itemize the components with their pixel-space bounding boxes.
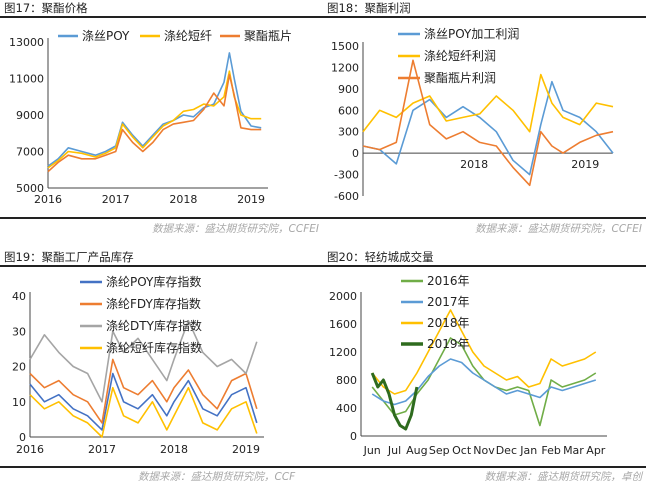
title-rule — [323, 265, 646, 267]
y-tick-label: 20 — [12, 361, 26, 374]
x-tick-label: 2019 — [571, 158, 599, 171]
legend-label: 2019年 — [427, 337, 470, 351]
bottom-rule — [323, 217, 646, 219]
legend-label: 涤纶短纤 — [164, 29, 212, 43]
chart-polyester-profit: 1500 1200 900 600 300 0 -300 -600 2018 2019 涤丝POY加… — [331, 27, 614, 203]
x-tick-label: Aug — [406, 444, 427, 457]
y-tick-label: 600 — [338, 104, 359, 117]
series-line-1 — [362, 73, 614, 133]
panel-polyester-profit: 图18：聚酯利润 1500 1200 900 600 300 0 -300 -600 2018 2… — [323, 0, 646, 242]
y-tick-label: 1600 — [329, 318, 357, 331]
y-tick-label: 0 — [19, 431, 26, 444]
x-tick-label: Apr — [586, 444, 606, 457]
legend-label: 2018年 — [427, 316, 470, 330]
series-line-1 — [29, 358, 258, 424]
title-rule — [323, 16, 646, 18]
x-tick-label: Jun — [363, 444, 381, 457]
legend-label: 涤纶DTY库存指数 — [106, 318, 202, 333]
x-tick-label: Jul — [387, 444, 401, 457]
x-tick-label: Sep — [429, 444, 450, 457]
bottom-rule — [0, 466, 323, 468]
legend-label: 2016年 — [427, 274, 470, 288]
chart-title: 图19：聚酯工厂产品库存 — [4, 250, 134, 264]
y-tick-label: 40 — [12, 290, 26, 303]
series-line-3 — [370, 372, 419, 431]
bottom-rule — [0, 217, 323, 219]
data-source: 数据来源：盛达期货研究院，CCFEI — [152, 223, 319, 235]
y-tick-label: 11000 — [9, 73, 44, 86]
panel-polyester-price: 图17：聚酯价格 13000 11000 9000 7000 5000 2016 2017 2… — [0, 0, 323, 242]
x-tick-label: 2016 — [16, 443, 44, 456]
y-tick-label: 13000 — [9, 36, 44, 49]
bottom-rule — [323, 466, 646, 468]
x-tick-label: 2018 — [460, 158, 488, 171]
series-line-0 — [47, 52, 262, 167]
y-tick-label: 800 — [336, 374, 357, 387]
y-tick-label: 7000 — [16, 146, 44, 159]
x-tick-label: 2017 — [88, 443, 116, 456]
y-tick-label: 30 — [12, 325, 26, 338]
data-source: 数据来源：盛达期货研究院，CCF — [138, 471, 296, 483]
x-tick-label: 2018 — [160, 443, 188, 456]
data-source: 数据来源：盛达期货研究院，卓创 — [484, 471, 643, 483]
x-tick-label: Jan — [519, 444, 537, 457]
panel-factory-inventory: 图19：聚酯工厂产品库存 40 30 20 10 0 2016 2017 2018 2019 涤纶… — [0, 246, 323, 485]
x-tick-label: 2017 — [102, 193, 130, 206]
series-line-2 — [362, 59, 614, 187]
y-tick-label: 2000 — [329, 290, 357, 303]
legend-label: 涤纶短纤利润 — [424, 49, 496, 63]
legend-label: 涤丝POY — [82, 29, 130, 43]
series-line-0 — [362, 80, 614, 176]
y-tick-label: 5000 — [16, 182, 44, 195]
y-tick-label: 10 — [12, 396, 26, 409]
chart-title: 图20：轻纺城成交量 — [327, 250, 434, 264]
y-tick-label: 0 — [350, 430, 357, 443]
x-tick-label: Nov — [473, 444, 495, 457]
x-tick-label: Dec — [496, 444, 517, 457]
chart-textile-city-volume: 2000 1600 1200 800 400 0 Jun Jul Aug Sep Oct Nov Dec… — [329, 274, 607, 457]
y-tick-label: -600 — [334, 190, 359, 203]
legend-label: 涤纶POY库存指数 — [106, 274, 201, 289]
y-tick-label: 9000 — [16, 109, 44, 122]
title-rule — [0, 16, 323, 18]
chart-title: 图17：聚酯价格 — [4, 1, 88, 15]
title-rule — [0, 265, 323, 267]
legend-label: 涤纶FDY库存指数 — [106, 296, 201, 311]
y-tick-label: 1200 — [331, 61, 359, 74]
legend-label: 2017年 — [427, 295, 470, 309]
series-line-0 — [29, 372, 258, 431]
legend-label: 聚酯瓶片利润 — [424, 71, 496, 85]
x-tick-label: 2016 — [34, 193, 62, 206]
series-line-3 — [29, 386, 258, 438]
series-line-0 — [371, 337, 597, 427]
y-tick-label: 300 — [338, 126, 359, 139]
legend-label: 涤丝POY加工利润 — [424, 27, 519, 41]
series-line-2 — [29, 319, 258, 403]
y-tick-label: 0 — [352, 147, 359, 160]
y-tick-label: 1500 — [331, 40, 359, 53]
series-line-1 — [47, 70, 262, 169]
x-tick-label: 2019 — [232, 443, 260, 456]
series-line-1 — [371, 358, 597, 406]
x-tick-label: Mar — [563, 444, 584, 457]
chart-title: 图18：聚酯利润 — [327, 1, 411, 15]
panel-textile-city-volume: 图20：轻纺城成交量 2000 1600 1200 800 400 0 Jun Jul Aug S… — [323, 246, 646, 485]
x-tick-label: 2019 — [237, 193, 265, 206]
x-tick-label: Feb — [541, 444, 560, 457]
y-tick-label: 1200 — [329, 346, 357, 359]
data-source: 数据来源：盛达期货研究院，CCFEI — [475, 223, 642, 235]
y-tick-label: 900 — [338, 83, 359, 96]
legend-label: 涤纶短纤库存指数 — [106, 340, 202, 355]
series-line-2 — [371, 309, 597, 395]
series-line-2 — [47, 73, 262, 173]
x-tick-label: 2018 — [169, 193, 197, 206]
y-tick-label: -300 — [334, 169, 359, 182]
legend-label: 聚酯瓶片 — [244, 29, 292, 43]
y-tick-label: 400 — [336, 402, 357, 415]
x-tick-label: Oct — [452, 444, 472, 457]
